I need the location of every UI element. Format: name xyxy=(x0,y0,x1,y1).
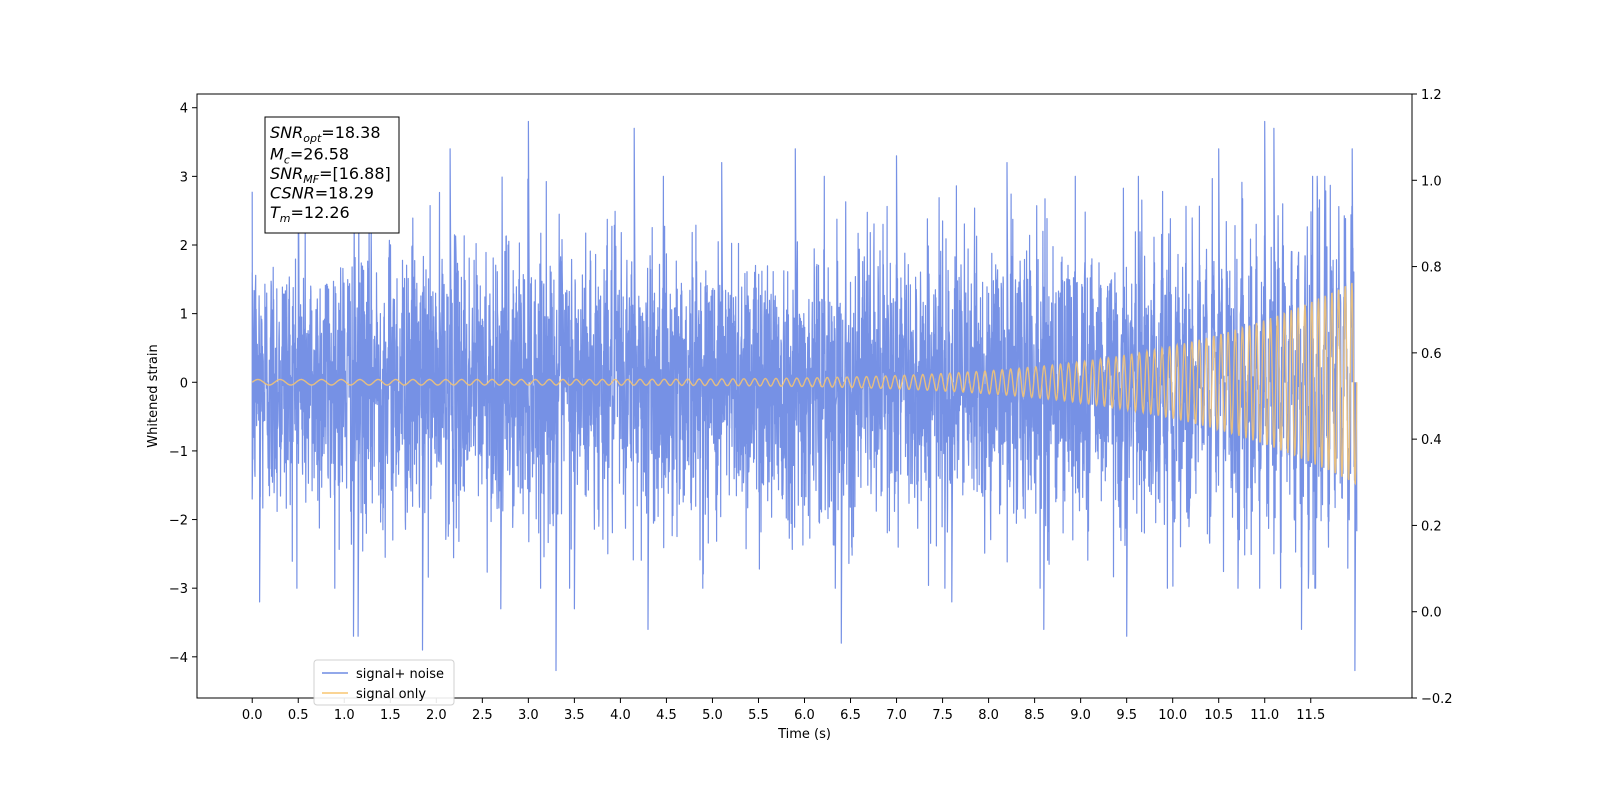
x-tick-label: 10.5 xyxy=(1204,708,1233,723)
x-tick-label: 6.0 xyxy=(794,708,815,723)
y2-tick-label: 1.2 xyxy=(1421,88,1442,103)
x-tick-label: 11.5 xyxy=(1296,708,1325,723)
annotation-line: SNRMF=[16.88] xyxy=(270,164,391,186)
x-tick-label: 4.5 xyxy=(656,708,677,723)
y-tick-label: 0 xyxy=(180,376,188,391)
y2-tick-label: 0.4 xyxy=(1421,433,1442,448)
x-tick-label: 8.0 xyxy=(978,708,999,723)
y-tick-label: −2 xyxy=(169,514,188,529)
x-tick-label: 1.0 xyxy=(334,708,355,723)
series-line-signal-noise xyxy=(251,120,1358,672)
x-tick-label: 0.5 xyxy=(288,708,309,723)
annotation-line: Mc=26.58 xyxy=(270,145,349,167)
y2-tick-label: 0.0 xyxy=(1421,606,1442,621)
x-tick-label: 7.0 xyxy=(886,708,907,723)
series-line-signal-only xyxy=(251,282,1358,486)
annotation-box: SNRopt=18.38Mc=26.58SNRMF=[16.88]CSNR=18… xyxy=(264,116,400,234)
x-tick-label: 4.0 xyxy=(610,708,631,723)
y2-tick-label: 0.8 xyxy=(1421,261,1442,276)
x-tick-label: 2.5 xyxy=(472,708,493,723)
y-tick-label: −1 xyxy=(169,445,188,460)
y-tick-label: 1 xyxy=(180,308,188,323)
legend-label: signal+ noise xyxy=(356,667,444,682)
x-tick-label: 9.5 xyxy=(1116,708,1137,723)
x-tick-label: 8.5 xyxy=(1024,708,1045,723)
annotation-line: CSNR=18.29 xyxy=(270,184,374,203)
series-layer xyxy=(251,120,1358,672)
x-tick-label: 11.0 xyxy=(1250,708,1279,723)
x-tick-label: 10.0 xyxy=(1158,708,1187,723)
x-tick-label: 2.0 xyxy=(426,708,447,723)
x-tick-label: 5.5 xyxy=(748,708,769,723)
x-tick-label: 5.0 xyxy=(702,708,723,723)
x-tick-label: 7.5 xyxy=(932,708,953,723)
annotation-line: SNRopt=18.38 xyxy=(270,123,381,145)
y-tick-label: −3 xyxy=(169,582,188,597)
x-tick-label: 1.5 xyxy=(380,708,401,723)
y2-tick-label: 0.6 xyxy=(1421,347,1442,362)
y-tick-label: −4 xyxy=(169,651,188,666)
x-tick-label: 3.5 xyxy=(564,708,585,723)
legend-label: signal only xyxy=(356,687,426,702)
y-tick-label: 4 xyxy=(180,102,188,117)
y2-tick-label: 0.2 xyxy=(1421,519,1442,534)
annotation-line: Tm=12.26 xyxy=(270,203,350,225)
y-axis: 4 3 2 1 0 −1 −2 −3 −4 xyxy=(169,102,197,666)
x-tick-label: 9.0 xyxy=(1070,708,1091,723)
x-axis-label: Time (s) xyxy=(777,727,831,742)
legend: signal+ noise signal only xyxy=(313,659,455,706)
y2-tick-label: 1.0 xyxy=(1421,174,1442,189)
x-tick-label: 3.0 xyxy=(518,708,539,723)
y-tick-label: 2 xyxy=(180,239,188,254)
y-axis-label: Whitened strain xyxy=(146,344,161,447)
y-tick-label: 3 xyxy=(180,170,188,185)
x-axis: 0.0 0.5 1.0 1.5 2.0 2.5 3.0 3.5 4.0 4.5 5.0 5.5 6.0 6… xyxy=(242,698,1325,723)
y2-axis: 1.2 1.0 0.8 0.6 0.4 0.2 0.0 −0.2 xyxy=(1412,88,1453,707)
y2-tick-label: −0.2 xyxy=(1421,692,1453,707)
x-tick-label: 6.5 xyxy=(840,708,861,723)
x-tick-label: 0.0 xyxy=(242,708,263,723)
